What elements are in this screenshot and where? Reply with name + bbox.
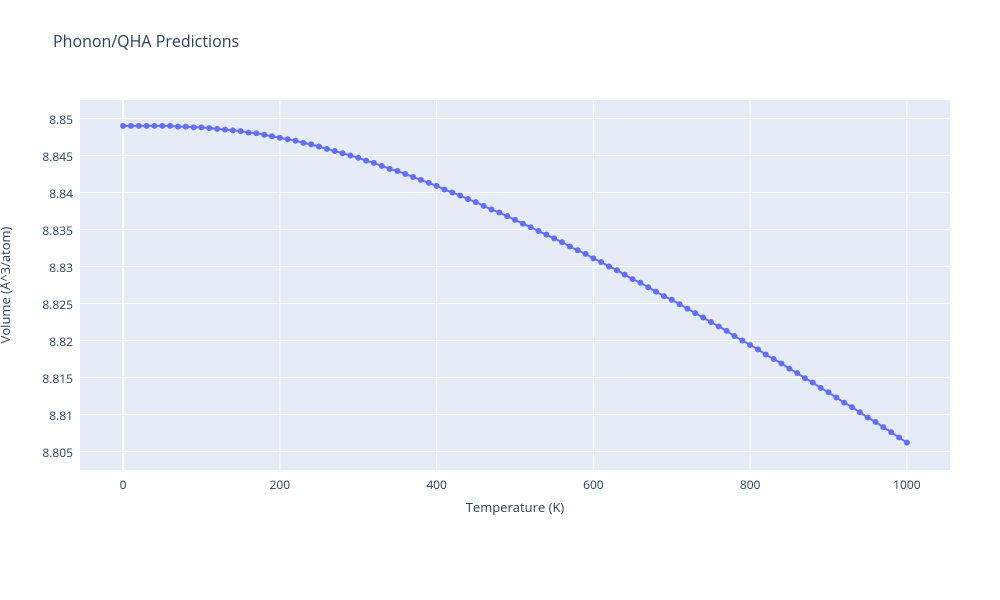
- y-tick-label: 8.805: [25, 444, 73, 461]
- x-tick-label: 1000: [887, 476, 927, 493]
- y-tick-label: 8.815: [25, 370, 73, 387]
- y-tick-label: 8.825: [25, 296, 73, 313]
- x-tick-label: 400: [417, 476, 457, 493]
- y-tick-label: 8.85: [25, 111, 73, 128]
- y-axis-label: Volume (Å^3/atom): [0, 227, 14, 344]
- x-axis-label: Temperature (K): [455, 498, 575, 516]
- y-tick-label: 8.82: [25, 333, 73, 350]
- y-tick-label: 8.845: [25, 148, 73, 165]
- x-tick-label: 800: [730, 476, 770, 493]
- x-tick-label: 600: [573, 476, 613, 493]
- x-tick-label: 0: [103, 476, 143, 493]
- y-tick-label: 8.81: [25, 407, 73, 424]
- y-tick-label: 8.84: [25, 185, 73, 202]
- y-tick-label: 8.835: [25, 222, 73, 239]
- x-tick-label: 200: [260, 476, 300, 493]
- y-tick-label: 8.83: [25, 259, 73, 276]
